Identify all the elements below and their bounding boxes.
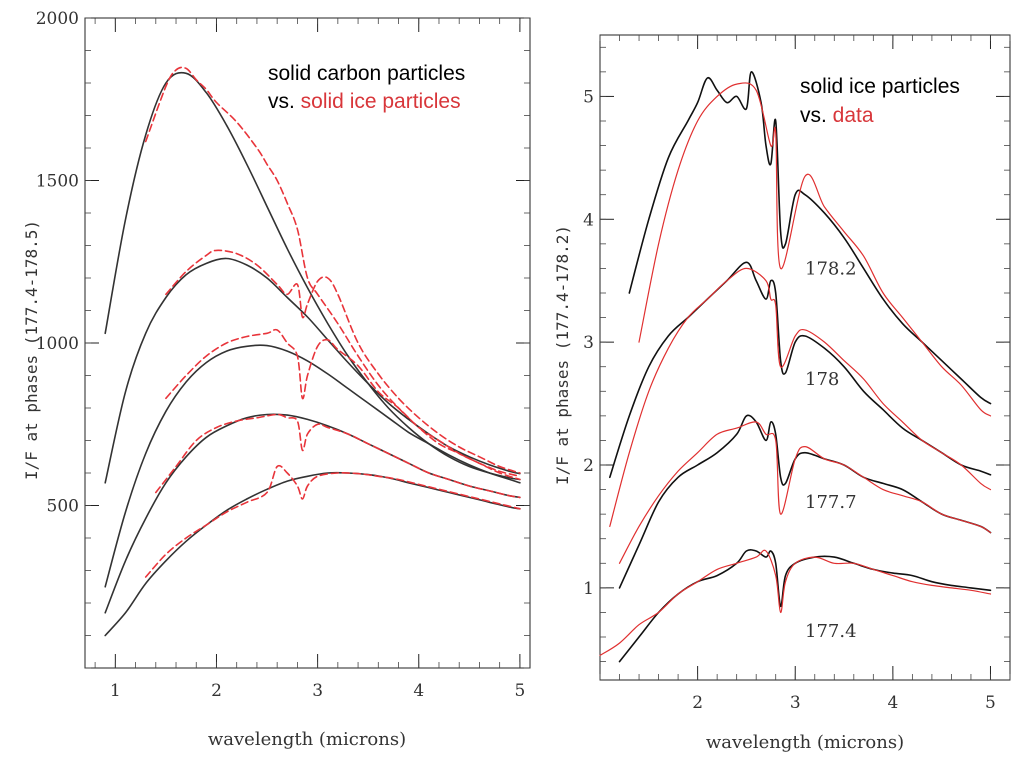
phase-label: 177.4 (805, 621, 857, 642)
left-ice-curve-7 (155, 413, 521, 499)
right-legend-line1: solid ice particles (800, 75, 960, 98)
phase-label: 178.2 (805, 259, 857, 280)
right-data-curve-1 (638, 82, 992, 417)
phase-label: 177.7 (805, 492, 857, 513)
right-x-tick-label: 3 (790, 693, 801, 713)
left-y-tick-label: 500 (47, 497, 79, 517)
left-model-curve-0 (104, 71, 521, 481)
left-ice-curve-9 (144, 464, 521, 578)
right-data-curve-3 (609, 267, 992, 527)
left-x-tick-label: 1 (110, 681, 121, 701)
left-y-tick-label: 1000 (36, 334, 79, 354)
left-x-tick-label: 5 (514, 681, 525, 701)
right-x-tick-label: 4 (887, 693, 898, 713)
left-x-tick-label: 4 (413, 681, 424, 701)
left-x-tick-labels: 1 2 3 4 5 (110, 681, 525, 701)
right-y-tick-labels: 1 2 3 4 5 (583, 87, 594, 598)
right-phase-labels: 178.2 178 177.7 177.4 (805, 259, 857, 642)
svg-text:vs. solid ice particl: vs. solid ice particles (268, 90, 461, 113)
left-y-tick-label: 1500 (36, 172, 79, 192)
left-ice-curve-5 (165, 328, 521, 481)
left-model-curve-4 (104, 344, 521, 588)
left-y-tick-labels: 500 1000 1500 2000 (36, 9, 79, 517)
left-legend-vs: vs. (268, 90, 301, 113)
right-model-curve-2 (609, 261, 992, 479)
right-model-curve-0 (628, 71, 992, 405)
left-model-curve-8 (104, 471, 521, 637)
right-x-tick-label: 5 (985, 693, 996, 713)
left-x-tick-label: 2 (211, 681, 222, 701)
right-y-axis-title: I/F at phases (177.4-178.2) (553, 225, 572, 485)
right-y-tick-label: 3 (583, 333, 594, 353)
right-y-tick-label: 1 (583, 579, 594, 599)
left-ice-curve-3 (165, 249, 521, 474)
left-series-group (104, 66, 521, 637)
right-x-tick-label: 2 (692, 693, 703, 713)
left-ticks (85, 17, 530, 669)
right-data-curve-7 (599, 549, 992, 656)
right-model-curve-6 (618, 549, 992, 663)
right-legend-colored: data (833, 104, 874, 127)
left-y-axis-title: I/F at phases (177.4-178.5) (22, 220, 41, 480)
right-x-tick-labels: 2 3 4 5 (692, 693, 996, 713)
left-model-curve-6 (104, 413, 521, 614)
left-ice-curve-1 (144, 66, 521, 478)
right-legend: solid ice particles vs. data (800, 75, 960, 127)
left-chart-panel: 1 2 3 4 5 500 1000 1500 2000 wavelength (micron… (22, 9, 531, 750)
right-y-tick-label: 5 (583, 87, 594, 107)
left-model-curve-2 (104, 257, 521, 484)
right-legend-vs: vs. (800, 104, 833, 127)
right-x-axis-title: wavelength (microns) (706, 732, 904, 753)
left-y-tick-label: 2000 (36, 9, 79, 29)
left-x-tick-label: 3 (312, 681, 323, 701)
phase-label: 178 (805, 369, 839, 390)
left-legend: solid carbon particles vs. solid ice par… (268, 62, 465, 113)
right-y-tick-label: 4 (583, 210, 594, 230)
left-x-axis-title: wavelength (microns) (208, 729, 406, 750)
right-y-tick-label: 2 (583, 456, 594, 476)
left-legend-line1: solid carbon particles (268, 62, 465, 85)
right-plot-frame (599, 34, 1011, 681)
right-series-group (599, 71, 992, 663)
right-chart-panel: 2 3 4 5 1 2 3 4 5 178.2 178 177.7 177.4 wavelength… (553, 34, 1011, 753)
left-legend-colored: solid ice particles (301, 90, 461, 113)
right-ticks (599, 35, 1011, 680)
right-data-curve-5 (618, 421, 992, 564)
svg-text:vs. data: vs. data (800, 104, 874, 127)
